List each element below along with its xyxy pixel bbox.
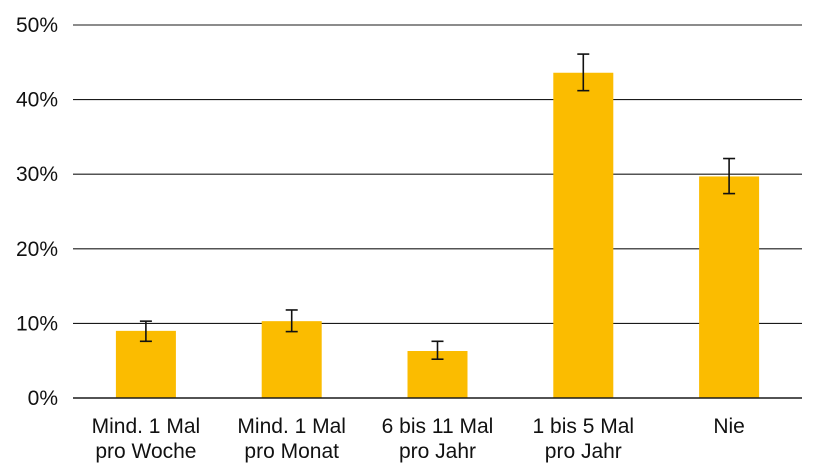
error-bar <box>139 320 152 343</box>
error-bar <box>285 309 298 333</box>
x-tick-label: Mind. 1 Mal pro Woche <box>92 415 201 463</box>
y-tick-label: 0% <box>28 387 58 410</box>
bar <box>261 321 322 398</box>
x-tick-label: 1 bis 5 Mal pro Jahr <box>533 415 635 463</box>
y-axis-ticks: 0% 10% 20% 30% 40% 50% <box>16 14 58 410</box>
error-bar <box>723 157 736 195</box>
gridlines <box>73 24 802 324</box>
x-tick-label: Mind. 1 Mal pro Monat <box>237 415 346 463</box>
bar <box>699 176 760 398</box>
error-bars <box>139 53 736 361</box>
error-bar <box>431 340 444 361</box>
error-bar <box>577 53 590 92</box>
y-tick-label: 40% <box>16 89 58 112</box>
y-tick-label: 20% <box>16 238 58 261</box>
y-tick-label: 10% <box>16 312 58 335</box>
bars <box>115 72 760 398</box>
y-tick-label: 30% <box>16 163 58 186</box>
x-axis-labels: Mind. 1 Mal pro Woche Mind. 1 Mal pro Monat… <box>92 415 745 463</box>
y-tick-label: 50% <box>16 14 58 37</box>
x-tick-label: 6 bis 11 Mal pro Jahr <box>382 415 494 463</box>
x-tick-label: Nie <box>713 415 745 438</box>
bar <box>553 72 614 398</box>
